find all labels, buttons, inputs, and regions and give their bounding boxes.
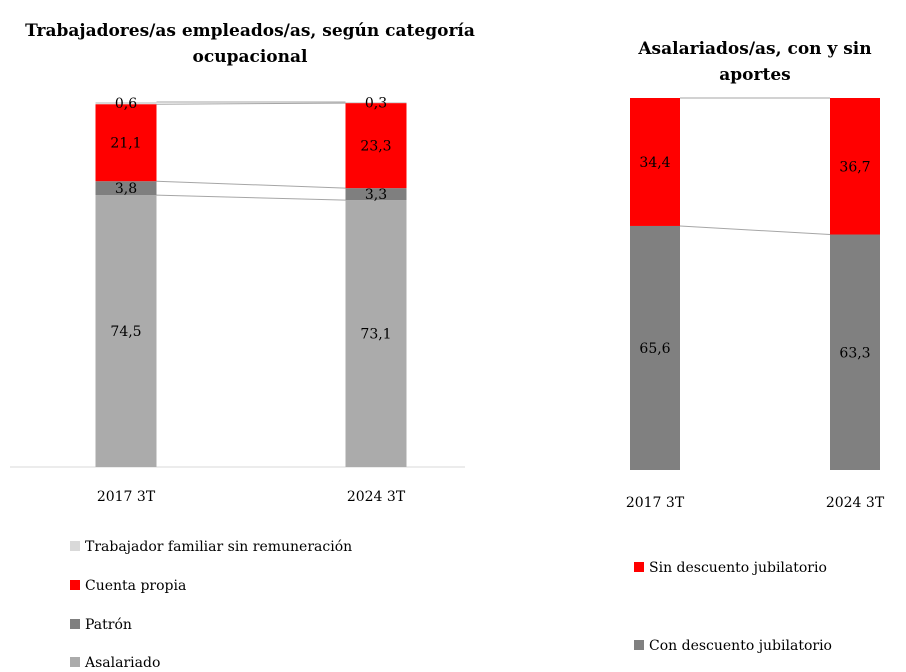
data-label: 36,7 (839, 159, 870, 175)
legend-swatch (70, 619, 80, 629)
data-label: 74,5 (110, 324, 141, 340)
data-label: 65,6 (639, 341, 670, 357)
data-label: 34,4 (639, 155, 670, 171)
bar-segment (630, 225, 680, 470)
data-label: 3,8 (115, 181, 137, 197)
series-line (156, 180, 346, 189)
legend-label: Cuenta propia (85, 578, 186, 594)
x-tick-label: 2017 3T (626, 495, 685, 511)
bar-segment (95, 104, 157, 182)
bar-segment (345, 103, 407, 189)
legend-swatch (70, 541, 80, 551)
legend-swatch (70, 657, 80, 667)
data-label: 73,1 (360, 327, 391, 343)
bar-segment (95, 102, 157, 105)
bar-segment (630, 98, 680, 226)
chart-title: Trabajadores/as empleados/as, según cate… (25, 21, 475, 67)
data-label: 21,1 (110, 136, 141, 152)
legend-label: Asalariado (84, 655, 160, 671)
x-tick-label: 2024 3T (826, 495, 885, 511)
bar-segment (830, 98, 880, 235)
series-line (679, 225, 831, 236)
legend-swatch (634, 640, 644, 650)
bar-segment (95, 195, 157, 467)
x-tick-label: 2024 3T (347, 489, 406, 505)
data-label: 63,3 (839, 345, 870, 361)
x-tick-label: 2017 3T (97, 489, 156, 505)
series-line (156, 102, 346, 105)
legend-swatch (70, 580, 80, 590)
data-label: 0,6 (115, 96, 137, 112)
bar-segment (95, 181, 157, 196)
legend-label: Trabajador familiar sin remuneración (85, 539, 352, 555)
bar-segment (345, 102, 407, 104)
data-label: 3,3 (365, 187, 387, 203)
bar-segment (830, 234, 880, 470)
data-label: 0,3 (365, 96, 387, 112)
chart-title: Asalariados/as, con y sin aportes (638, 39, 872, 85)
legend-label: Patrón (85, 617, 132, 633)
data-label: 23,3 (360, 139, 391, 155)
series-line (156, 194, 346, 201)
bar-segment (345, 188, 407, 201)
legend-label: Sin descuento jubilatorio (649, 560, 827, 576)
bar-segment (345, 200, 407, 467)
legend-swatch (634, 562, 644, 572)
legend-label: Con descuento jubilatorio (649, 638, 832, 654)
